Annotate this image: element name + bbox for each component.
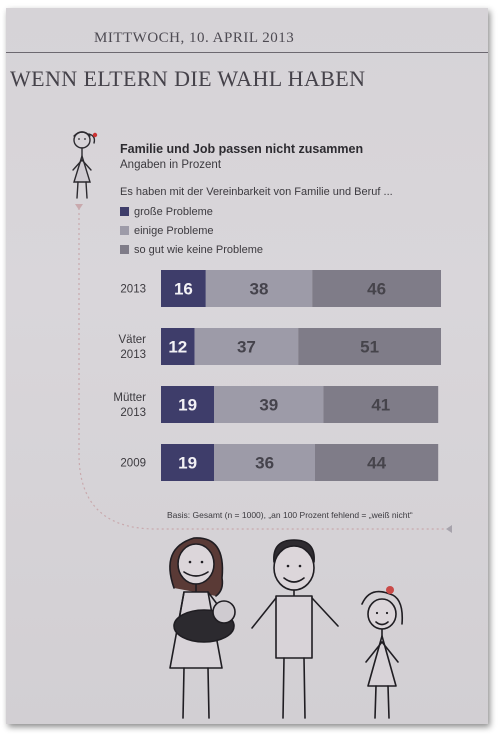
data-label: 16 (174, 280, 193, 299)
bar-segment (161, 444, 215, 481)
girl-figure-icon (72, 131, 98, 199)
legend-item-grosse-probleme: große Probleme (120, 206, 213, 220)
bar-segment (315, 444, 439, 481)
legend-item-keine-probleme: so gut wie keine Probleme (120, 244, 263, 258)
legend-swatch (120, 245, 129, 254)
data-label: 12 (168, 338, 187, 357)
stacked-bar-chart: 2013 16 38 46 Väter 2013 12 37 51 Mütter 2013 19 39 4… (113, 270, 441, 481)
chart-title: Familie und Job passen nicht zusammen (120, 142, 364, 156)
bar-segment (205, 270, 313, 307)
bar-segment (194, 328, 299, 365)
chart-intro: Es haben mit der Vereinbarkeit von Famil… (120, 186, 393, 198)
newspaper-page: MITTWOCH, 10. APRIL 2013 WENN ELTERN DIE… (6, 8, 488, 724)
legend-label: so gut wie keine Probleme (134, 244, 264, 256)
data-label: 41 (371, 396, 390, 415)
chart-subtitle: Angaben in Prozent (120, 159, 222, 171)
bar-segment (323, 386, 439, 423)
category-label: Mütter (113, 392, 146, 404)
bar-segment (214, 386, 324, 423)
category-label: 2009 (120, 458, 146, 470)
data-label: 37 (237, 338, 256, 357)
legend-item-einige-probleme: einige Probleme (120, 225, 214, 239)
data-label: 38 (250, 280, 269, 299)
legend-label: große Probleme (134, 206, 213, 218)
page-date: MITTWOCH, 10. APRIL 2013 (94, 30, 295, 46)
data-label: 19 (178, 396, 197, 415)
data-label: 51 (360, 338, 379, 357)
data-label: 19 (178, 454, 197, 473)
legend-swatch (120, 226, 129, 235)
header-rule (6, 52, 488, 53)
category-label: 2013 (120, 349, 146, 361)
data-label: 39 (259, 396, 278, 415)
category-label: 2013 (120, 407, 146, 419)
legend-label: einige Probleme (134, 225, 214, 237)
bar-segment (214, 444, 315, 481)
chart-footnote: Basis: Gesamt (n = 1000), „an 100 Prozen… (167, 510, 413, 520)
legend-swatch (120, 207, 129, 216)
data-label: 46 (367, 280, 386, 299)
data-label: 36 (255, 454, 274, 473)
bar-segment (312, 270, 441, 307)
data-label: 44 (367, 454, 386, 473)
bar-segment (161, 386, 215, 423)
page-headline: WENN ELTERN DIE WAHL HABEN (10, 66, 366, 91)
bar-segment (161, 270, 206, 307)
bar-segment (161, 328, 195, 365)
bracket-line (75, 204, 452, 533)
category-label: 2013 (120, 284, 146, 296)
category-label: Väter (119, 334, 147, 346)
bar-segment (298, 328, 441, 365)
family-illustration (169, 537, 404, 719)
